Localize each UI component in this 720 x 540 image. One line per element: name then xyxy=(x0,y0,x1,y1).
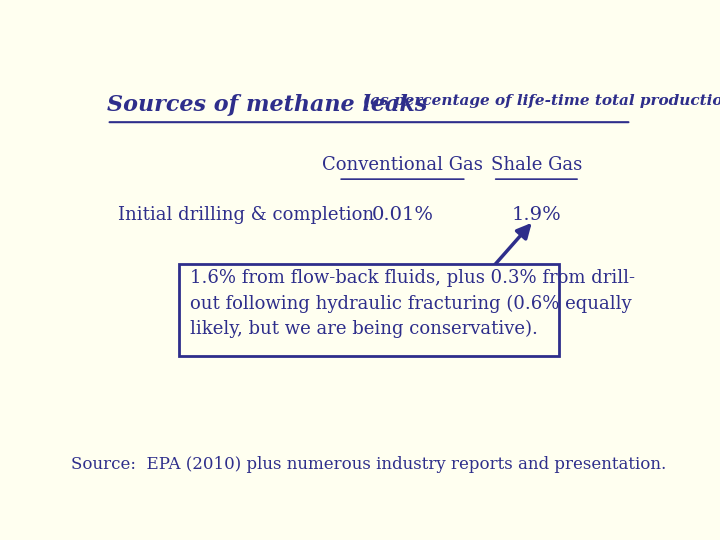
Text: 0.01%: 0.01% xyxy=(372,206,433,224)
Text: Initial drilling & completion: Initial drilling & completion xyxy=(118,206,374,224)
FancyBboxPatch shape xyxy=(179,265,559,356)
Text: Source:  EPA (2010) plus numerous industry reports and presentation.: Source: EPA (2010) plus numerous industr… xyxy=(71,456,667,472)
Text: 1.9%: 1.9% xyxy=(511,206,562,224)
Text: Sources of methane leaks: Sources of methane leaks xyxy=(107,94,435,116)
Text: (as percentage of life-time total production):: (as percentage of life-time total produc… xyxy=(364,94,720,109)
Text: Shale Gas: Shale Gas xyxy=(491,156,582,174)
Text: 1.6% from flow-back fluids, plus 0.3% from drill-
out following hydraulic fractu: 1.6% from flow-back fluids, plus 0.3% fr… xyxy=(190,269,636,338)
Text: Conventional Gas: Conventional Gas xyxy=(322,156,483,174)
